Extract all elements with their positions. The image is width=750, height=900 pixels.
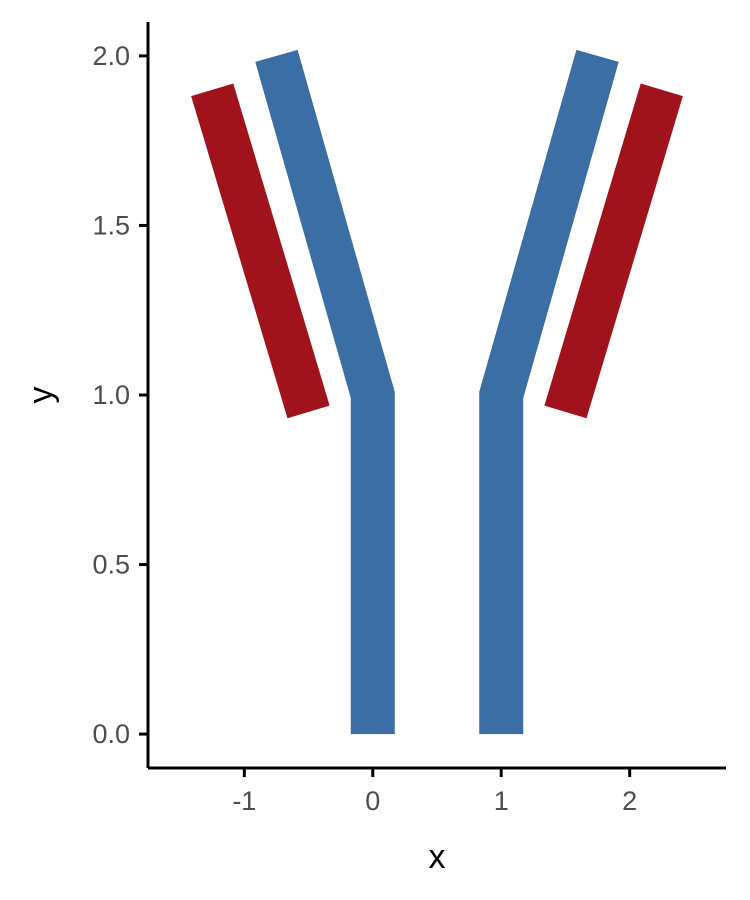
plot-series [191, 49, 683, 735]
x-tick-label: 2 [622, 786, 637, 816]
series-path-1 [255, 49, 395, 735]
y-tick-label: 1.0 [92, 380, 130, 410]
series-path-2 [479, 49, 619, 735]
x-axis: -1 0 1 2 [148, 766, 726, 816]
y-tick-label: 0.5 [92, 550, 130, 580]
y-tick-label: 2.0 [92, 41, 130, 71]
x-tick-label: 1 [494, 786, 509, 816]
series-path-3 [191, 83, 330, 419]
y-axis: 0.0 0.5 1.0 1.5 2.0 [92, 22, 150, 768]
x-tick-label: -1 [232, 786, 256, 816]
y-tick-label: 1.5 [92, 210, 130, 240]
x-axis-title: x [429, 838, 446, 876]
x-tick-label: 0 [365, 786, 380, 816]
series-path-4 [544, 83, 683, 419]
y-tick-label: 0.0 [92, 719, 130, 749]
y-axis-title: y [22, 387, 60, 404]
